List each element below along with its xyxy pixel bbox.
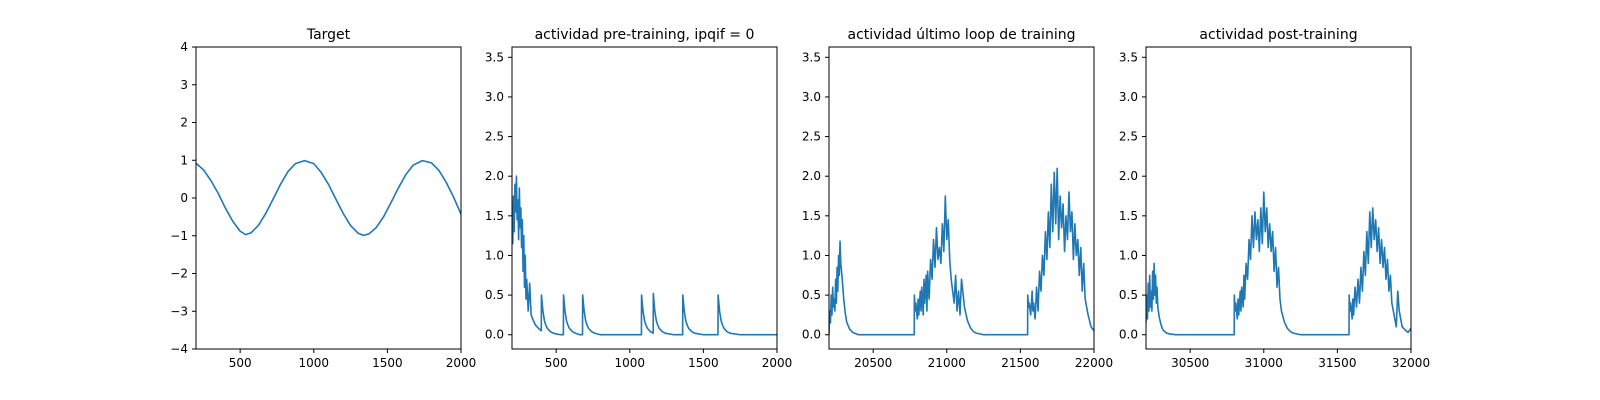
series-line-1	[512, 175, 777, 336]
series-line-1	[829, 167, 1094, 336]
y-tick-label: 2.0	[485, 169, 504, 183]
x-tick-label: 21500	[1001, 356, 1039, 370]
x-tick-label: 1500	[688, 356, 719, 370]
y-tick-label: 2	[180, 116, 188, 130]
y-tick-label: 3	[180, 78, 188, 92]
x-tick-label: 21000	[928, 356, 966, 370]
y-tick-label: −4	[170, 342, 188, 356]
subplot-title: actividad último loop de training	[848, 27, 1076, 43]
x-tick-label: 31000	[1245, 356, 1283, 370]
y-tick-label: 0.0	[485, 328, 504, 342]
x-tick-label: 20500	[854, 356, 892, 370]
y-tick-label: 3.0	[802, 90, 821, 104]
y-tick-label: 1.5	[802, 209, 821, 223]
x-tick-label: 2000	[762, 356, 793, 370]
series-line-1	[196, 159, 461, 237]
subplot-title: actividad post-training	[1199, 27, 1357, 43]
y-tick-label: 1.5	[1119, 209, 1138, 223]
x-tick-label: 1000	[615, 356, 646, 370]
axes-frame	[195, 46, 462, 350]
y-tick-label: −2	[170, 267, 188, 281]
y-tick-label: −1	[170, 229, 188, 243]
y-tick-label: 2.5	[485, 130, 504, 144]
x-tick-label: 22000	[1075, 356, 1113, 370]
y-tick-label: −3	[170, 304, 188, 318]
x-tick-label: 500	[229, 356, 252, 370]
subplot-title: Target	[306, 27, 351, 43]
x-tick-label: 500	[545, 356, 568, 370]
subplot-3: actividad último loop de training 20500 21…	[802, 27, 1113, 370]
y-tick-label: 3.5	[485, 50, 504, 64]
y-tick-label: 2.0	[1119, 169, 1138, 183]
y-tick-label: 3.5	[802, 50, 821, 64]
x-tick-label: 2000	[446, 356, 477, 370]
y-tick-label: 0.5	[1119, 288, 1138, 302]
x-tick-label: 31500	[1318, 356, 1356, 370]
x-tick-label: 32000	[1392, 356, 1430, 370]
axes-frame	[511, 46, 778, 350]
subplot-1: Target 500 1000 1500 2000 −4 −3 −2 −1 0 1 2 3 4	[170, 27, 476, 370]
x-tick-label: 1000	[299, 356, 330, 370]
y-tick-label: 1.5	[485, 209, 504, 223]
subplot-4: actividad post-training 30500 31000 31500 32…	[1119, 27, 1430, 370]
y-tick-label: 1.0	[1119, 248, 1138, 262]
y-tick-label: 2.5	[802, 130, 821, 144]
subplot-title: actividad pre-training, ipqif = 0	[535, 27, 755, 43]
x-tick-label: 30500	[1171, 356, 1209, 370]
x-tick-label: 1500	[372, 356, 403, 370]
subplot-2: actividad pre-training, ipqif = 0 500 1000…	[485, 27, 792, 370]
y-tick-label: 3.5	[1119, 50, 1138, 64]
axes-frame	[828, 46, 1095, 350]
y-tick-label: 0.0	[1119, 328, 1138, 342]
y-tick-label: 4	[180, 40, 188, 54]
y-tick-label: 0.5	[802, 288, 821, 302]
y-tick-label: 3.0	[485, 90, 504, 104]
y-tick-label: 1.0	[802, 248, 821, 262]
y-tick-label: 1.0	[485, 248, 504, 262]
y-tick-label: 3.0	[1119, 90, 1138, 104]
y-tick-label: 2.5	[1119, 130, 1138, 144]
y-tick-label: 1	[180, 153, 188, 167]
y-tick-label: 2.0	[802, 169, 821, 183]
y-tick-label: 0	[180, 191, 188, 205]
y-tick-label: 0.0	[802, 328, 821, 342]
series-line-1	[1146, 191, 1411, 336]
y-tick-label: 0.5	[485, 288, 504, 302]
axes-frame	[1145, 46, 1412, 350]
